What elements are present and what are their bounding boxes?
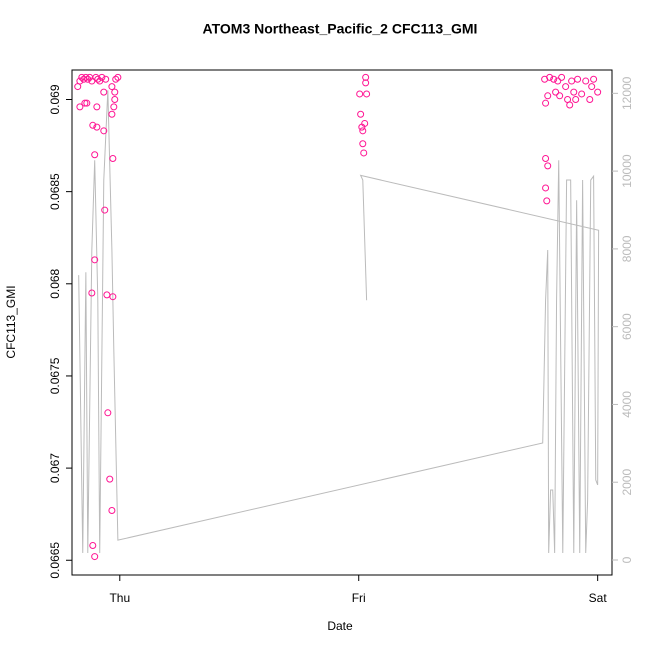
point: [578, 90, 586, 98]
point: [101, 206, 109, 214]
point: [590, 75, 598, 83]
point: [570, 88, 578, 96]
point: [544, 92, 552, 100]
point: [361, 119, 369, 127]
point: [76, 77, 84, 85]
y2-tick-label: 12000: [620, 76, 634, 110]
point: [360, 149, 368, 157]
point: [362, 79, 370, 87]
point: [544, 162, 552, 170]
point: [111, 88, 119, 96]
y-tick-label: 0.0665: [48, 542, 62, 579]
point: [98, 73, 106, 81]
y2-tick-label: 2000: [620, 469, 634, 496]
chart-title: ATOM3 Northeast_Pacific_2 CFC113_GMI: [203, 21, 478, 37]
y-tick-label: 0.067: [48, 453, 62, 483]
point: [111, 95, 119, 103]
point: [356, 90, 364, 98]
point: [542, 154, 550, 162]
y2-tick-label: 6000: [620, 313, 634, 340]
point: [558, 73, 566, 81]
point: [568, 77, 576, 85]
point: [108, 110, 116, 118]
point: [556, 92, 564, 100]
point: [572, 95, 580, 103]
point: [582, 77, 590, 85]
point: [89, 121, 97, 129]
point: [566, 101, 574, 109]
point: [89, 542, 97, 550]
point: [93, 103, 101, 111]
point: [94, 75, 102, 83]
point: [357, 110, 365, 118]
point: [100, 88, 108, 96]
point: [594, 88, 602, 96]
point: [88, 289, 96, 297]
point: [104, 409, 112, 417]
point: [81, 99, 89, 107]
point: [363, 90, 371, 98]
point: [542, 99, 550, 107]
point: [109, 154, 117, 162]
x-axis-label: Date: [327, 619, 353, 633]
point: [542, 184, 550, 192]
point: [76, 103, 84, 111]
point: [91, 256, 99, 264]
y2-tick-label: 0: [620, 556, 634, 563]
point: [574, 75, 582, 83]
point: [359, 140, 367, 148]
y-axis-label: CFC113_GMI: [4, 285, 18, 358]
point: [109, 293, 117, 301]
x-tick-label: Sat: [589, 591, 608, 605]
plot-box: [71, 69, 613, 576]
point: [546, 73, 554, 81]
point: [84, 75, 92, 83]
point: [552, 88, 560, 96]
altitude-line: [78, 90, 600, 554]
x-tick-label: Thu: [109, 591, 130, 605]
point: [103, 291, 111, 299]
point: [586, 95, 594, 103]
point: [100, 127, 108, 135]
y-tick-label: 0.0685: [48, 173, 62, 210]
point: [108, 83, 116, 91]
point: [110, 103, 118, 111]
point: [91, 553, 99, 561]
point: [359, 127, 367, 135]
point: [108, 506, 116, 514]
point: [114, 73, 122, 81]
point: [550, 75, 558, 83]
point: [562, 83, 570, 91]
y2-tick-label: 4000: [620, 391, 634, 418]
point: [82, 73, 90, 81]
point: [83, 99, 91, 107]
y-tick-label: 0.0675: [48, 357, 62, 394]
point: [102, 75, 110, 83]
y2-tick-label: 8000: [620, 235, 634, 262]
y-tick-label: 0.069: [48, 84, 62, 114]
point: [112, 75, 120, 83]
y-tick-label: 0.068: [48, 268, 62, 298]
y2-tick-label: 10000: [620, 154, 634, 188]
point: [543, 197, 551, 205]
point: [93, 123, 101, 131]
point: [91, 151, 99, 159]
point: [588, 83, 596, 91]
point: [106, 475, 114, 483]
point: [554, 77, 562, 85]
x-tick-label: Fri: [352, 591, 366, 605]
